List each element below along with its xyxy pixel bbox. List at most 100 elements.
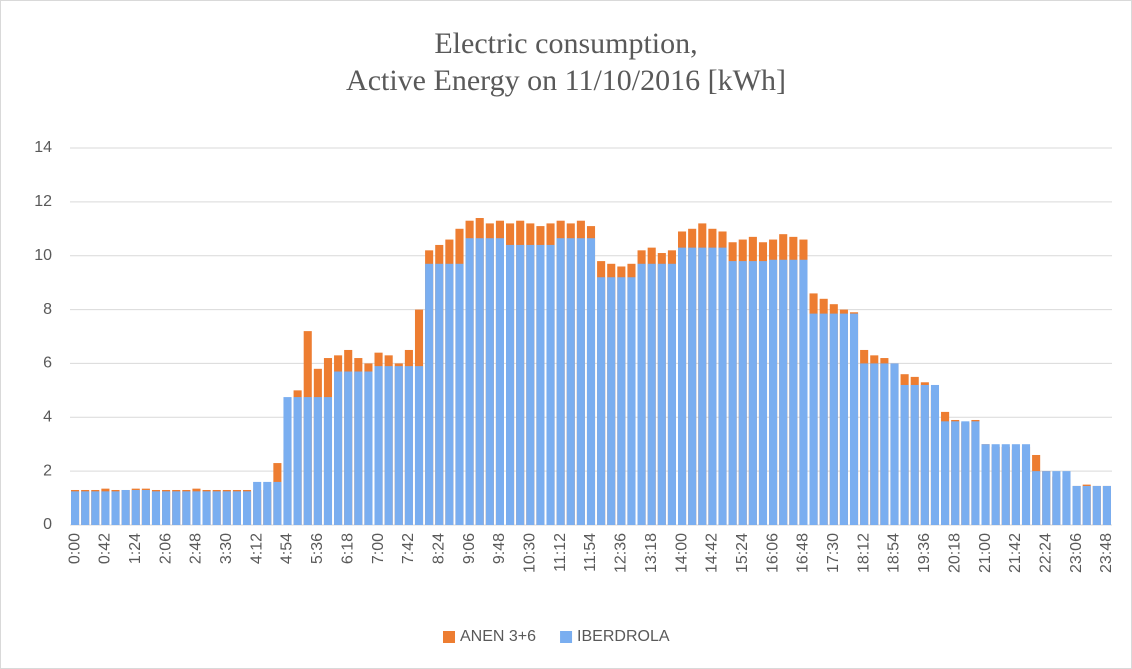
x-tick-label: 7:42 [400,533,417,564]
x-tick-label: 5:36 [309,533,326,564]
bar [698,247,707,525]
bar [222,491,231,525]
bar [880,363,889,525]
x-tick-label: 17:30 [825,533,842,573]
bar [121,489,130,525]
x-tick-label: 2:48 [188,533,205,564]
bar [667,263,676,525]
bar [404,366,413,525]
bar [1001,444,1010,525]
bar [323,397,333,525]
x-tick-label: 21:00 [977,533,994,573]
bar [839,313,848,525]
bar [91,491,100,525]
bar [435,263,444,525]
x-tick-label: 14:00 [673,533,690,573]
x-tick-label: 23:06 [1068,533,1085,573]
chart-title: Active Energy on 11/10/2016 [kWh] [346,64,786,97]
x-tick-label: 11:54 [582,533,599,572]
bar [131,489,140,525]
x-tick-label: 18:12 [855,533,872,573]
bar [546,244,555,525]
bar [728,261,737,525]
y-tick-label: 14 [34,139,52,156]
bar [789,259,798,525]
x-tick-label: 18:54 [886,533,903,573]
bar [414,366,424,525]
x-tick-label: 3:30 [218,533,235,564]
bar [597,277,606,525]
bar [141,489,150,525]
bar [242,491,252,525]
bar [870,363,879,525]
bar [172,491,181,525]
bar [971,421,980,525]
y-tick-label: 0 [43,516,52,533]
bar [384,366,393,525]
bar [779,259,788,525]
legend-label: IBERDROLA [577,628,670,645]
x-tick-label: 14:42 [704,533,721,573]
bar [718,247,727,525]
bar [708,247,717,525]
bar [495,238,504,526]
x-tick-label: 9:48 [491,533,508,564]
bar [627,277,636,525]
bar [202,491,211,525]
bar [182,491,191,525]
y-tick-label: 4 [43,409,52,426]
y-tick-label: 12 [34,193,52,210]
bar [1072,485,1081,525]
bar [890,363,899,525]
bar [334,371,343,525]
bar [961,421,970,525]
x-tick-label: 13:18 [643,533,660,573]
bar [758,261,768,525]
bar [526,244,535,525]
x-tick-label: 4:12 [248,533,265,564]
bar [678,247,687,525]
x-tick-label: 7:00 [370,533,387,564]
bar [71,491,80,525]
x-tick-label: 0:00 [66,533,83,564]
legend-swatch [560,631,573,643]
bar [900,384,909,525]
bar [273,481,282,525]
x-tick-label: 15:24 [734,533,751,573]
x-tick-label: 0:42 [97,533,114,564]
x-tick-label: 16:48 [795,533,812,573]
bar [1062,471,1071,525]
x-tick-label: 9:06 [461,533,478,564]
bar [920,384,929,525]
bar [1052,471,1061,525]
bar [506,244,515,525]
bar [607,277,616,525]
bar [293,397,302,525]
bar [819,313,828,525]
bar [556,238,565,526]
bar [364,371,373,525]
bar [769,259,778,525]
y-tick-label: 8 [43,301,52,318]
bar [566,238,575,526]
bar [637,263,646,525]
bar [1042,471,1051,525]
bar [111,491,120,525]
bar [849,313,859,525]
bar [455,263,464,525]
bar [1102,485,1111,525]
bar [425,263,434,525]
bar [1092,485,1101,525]
x-tick-label: 2:06 [157,533,174,564]
bar [394,366,403,525]
x-tick-label: 21:42 [1007,533,1024,573]
chart-title: Electric consumption, [434,27,697,60]
bar [647,263,656,525]
bar [688,247,697,525]
y-tick-label: 10 [34,247,52,264]
bar [799,259,808,525]
bar [748,261,757,525]
bar [374,366,383,525]
